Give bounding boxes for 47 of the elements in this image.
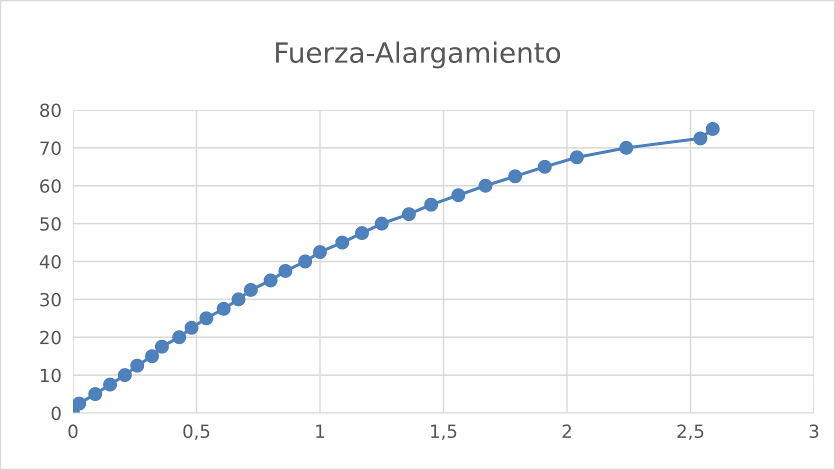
point xyxy=(538,160,552,174)
x-tick-label: 0,5 xyxy=(183,424,210,440)
point xyxy=(508,169,522,184)
point xyxy=(619,140,634,155)
y-tick-label: 50 xyxy=(40,217,61,231)
point xyxy=(88,387,102,402)
point xyxy=(264,273,278,288)
point xyxy=(402,207,416,222)
point xyxy=(374,216,389,231)
point xyxy=(73,396,86,410)
y-tick-label: 20 xyxy=(40,330,61,344)
point xyxy=(232,292,246,306)
y-tick-label: 30 xyxy=(40,292,61,306)
x-tick-label: 1 xyxy=(316,424,324,438)
point xyxy=(103,378,117,392)
point xyxy=(278,264,292,278)
y-tick-label: 10 xyxy=(40,368,61,382)
point xyxy=(118,368,132,382)
y-tick-label: 0 xyxy=(52,406,61,420)
point xyxy=(355,226,369,240)
point xyxy=(216,302,231,316)
point xyxy=(424,198,438,212)
point xyxy=(693,131,708,146)
point xyxy=(298,254,312,268)
chart-title: Fuerza-Alargamiento xyxy=(276,42,560,68)
y-tick-label: 80 xyxy=(40,103,61,118)
point xyxy=(313,245,327,259)
point xyxy=(478,178,492,193)
point xyxy=(706,122,720,136)
point xyxy=(244,282,258,297)
y-tick-label: 70 xyxy=(40,141,61,155)
point xyxy=(451,188,466,202)
point xyxy=(154,340,169,354)
x-tick-label: 2 xyxy=(562,424,571,438)
x-tick-label: 0 xyxy=(68,424,78,438)
point xyxy=(199,311,214,326)
x-tick-label: 1,5 xyxy=(431,424,456,440)
point xyxy=(570,150,584,164)
y-tick-label: 60 xyxy=(40,179,61,193)
point xyxy=(335,236,350,250)
y-tick-label: 40 xyxy=(40,254,61,269)
x-tick-label: 3 xyxy=(810,424,818,438)
point xyxy=(145,349,159,364)
point xyxy=(172,330,186,344)
point xyxy=(184,320,199,335)
point xyxy=(130,358,144,373)
x-tick-label: 2,5 xyxy=(677,424,704,440)
